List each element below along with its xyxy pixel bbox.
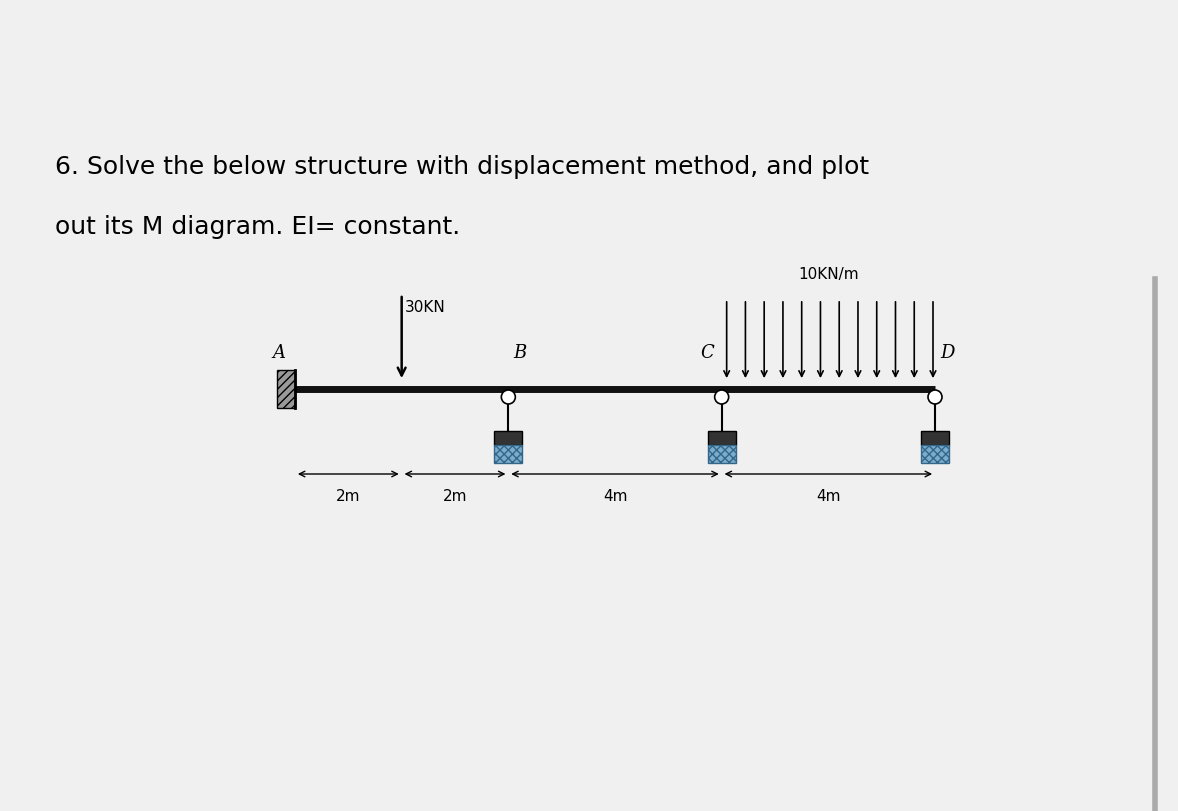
Text: A: A — [272, 344, 285, 362]
Bar — [495, 445, 522, 463]
Bar — [921, 431, 949, 445]
Bar — [708, 431, 736, 445]
Text: 6. Solve the below structure with displacement method, and plot: 6. Solve the below structure with displa… — [55, 155, 869, 178]
Text: 10KN/m: 10KN/m — [798, 267, 859, 281]
Bar — [277, 371, 294, 409]
Text: 4m: 4m — [603, 488, 627, 504]
Text: 2m: 2m — [443, 488, 468, 504]
Text: D: D — [940, 344, 954, 362]
Bar — [495, 431, 522, 445]
Circle shape — [715, 391, 729, 405]
Bar — [708, 445, 736, 463]
Text: C: C — [700, 344, 714, 362]
Bar — [921, 445, 949, 463]
Text: 2m: 2m — [336, 488, 360, 504]
Text: out its M diagram. EI= constant.: out its M diagram. EI= constant. — [55, 215, 461, 238]
Text: 30KN: 30KN — [405, 299, 445, 315]
Text: 4m: 4m — [816, 488, 841, 504]
Text: B: B — [514, 344, 527, 362]
Circle shape — [502, 391, 515, 405]
Circle shape — [928, 391, 942, 405]
